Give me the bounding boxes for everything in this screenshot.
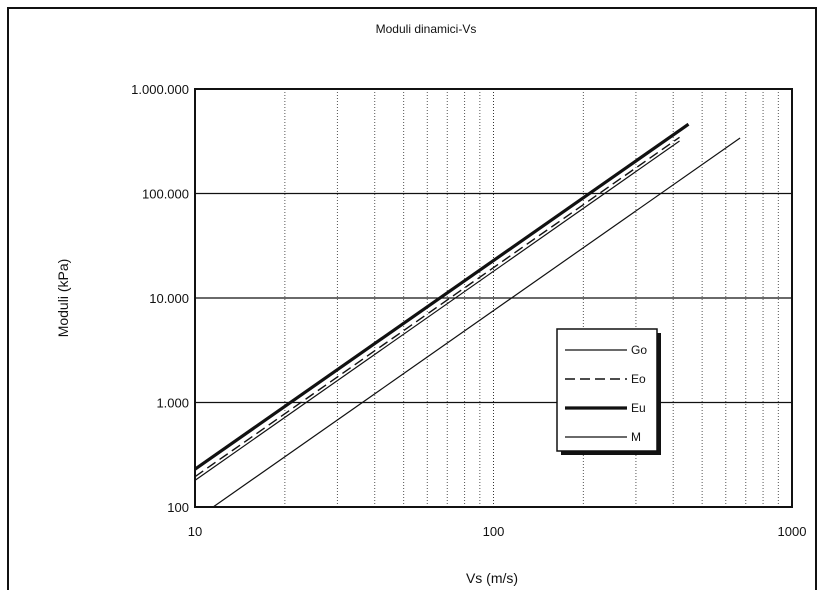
legend-label-m: M [631,430,641,444]
series-line-eo [195,136,680,478]
x-tick-labels: 10 100 1000 [188,524,807,539]
x-axis-label: Vs (m/s) [466,570,518,586]
chart-frame [7,7,817,590]
y-tick-label: 10.000 [149,291,189,306]
y-tick-label: 100 [167,500,189,515]
y-tick-labels: 100 1.000 10.000 100.000 1.000.000 [131,82,189,515]
chart-title: Moduli dinamici-Vs [376,22,477,36]
legend-box [556,328,658,452]
y-axis-label: Moduli (kPa) [55,259,71,338]
legend-label-eo: Eo [631,372,646,386]
legend-label-eu: Eu [631,401,646,415]
series-lines [195,122,741,507]
plot-area-border [194,88,793,508]
series-line-go [195,140,680,481]
legend-label-go: Go [631,343,647,357]
y-tick-label: 1.000.000 [131,82,189,97]
series-line-m [212,137,741,507]
y-tick-label: 100.000 [142,187,189,202]
series-line-eu [195,122,690,471]
legend: Go Eo Eu M [556,328,661,455]
grid [195,88,792,508]
x-tick-label: 1000 [778,524,807,539]
x-tick-label: 10 [188,524,202,539]
y-tick-label: 1.000 [156,396,189,411]
x-tick-label: 100 [483,524,505,539]
